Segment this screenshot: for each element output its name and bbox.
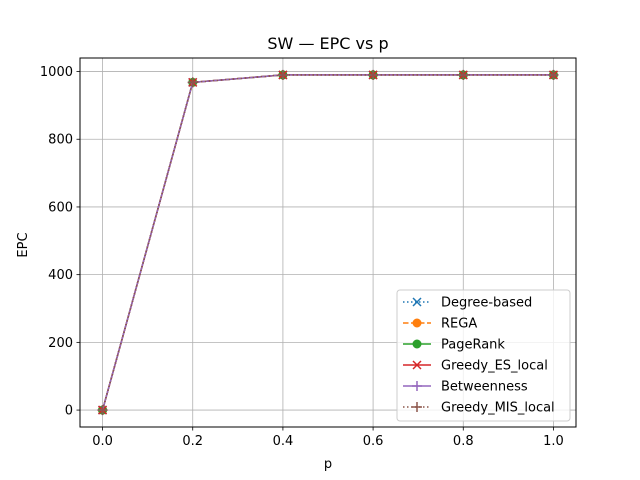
y-tick-label: 600 [48, 200, 73, 215]
x-tick-label: 0.8 [453, 434, 474, 449]
x-tick-label: 0.4 [273, 434, 294, 449]
x-tick-label: 0.0 [92, 434, 113, 449]
data-point-greedy-mis-local [458, 69, 469, 80]
chart-title: SW — EPC vs p [267, 34, 388, 53]
legend-label: Degree-based [441, 296, 532, 311]
legend-marker [412, 402, 422, 412]
axis-ticks: 0.0 0.2 0.4 0.6 0.8 1.0 0 200 400 600 800 1000 [40, 65, 564, 449]
y-tick-label: 800 [48, 133, 73, 148]
data-point-greedy-mis-local [548, 69, 559, 80]
series-greedy-mis-local [97, 69, 559, 416]
data-point-greedy-mis-local [187, 77, 198, 88]
y-tick-label: 1000 [40, 65, 73, 80]
grid [80, 58, 576, 427]
x-tick-label: 1.0 [543, 434, 564, 449]
plot-frame [79, 57, 577, 428]
marker-stroke [412, 297, 422, 307]
legend-label: Greedy_ES_local [441, 359, 548, 374]
legend-label: Greedy_MIS_local [441, 401, 555, 416]
x-axis-label: p [324, 457, 332, 472]
data-point-greedy-mis-local [97, 405, 108, 416]
legend-item-greedy-mis-local: Greedy_MIS_local [403, 401, 555, 416]
y-axis-label: EPC [16, 232, 31, 257]
marker-stroke [412, 360, 422, 370]
legend-item-pagerank: PageRank [403, 338, 505, 353]
x-tick-label: 0.2 [182, 434, 203, 449]
legend-label: PageRank [441, 338, 505, 353]
series-line-betweenness [101, 74, 554, 411]
y-tick-label: 0 [65, 404, 73, 419]
legend-marker [412, 339, 422, 349]
legend-label: Betweenness [441, 380, 528, 395]
y-tick-label: 200 [48, 336, 73, 351]
legend: Degree-based REGA PageRank Greedy_ES_local B… [396, 289, 571, 422]
legend-item-greedy-es-local: Greedy_ES_local [403, 359, 548, 374]
legend-item-degree-based: Degree-based [403, 296, 532, 311]
series-layer [97, 69, 559, 416]
legend-marker [412, 318, 422, 328]
legend-label: REGA [441, 317, 477, 332]
y-tick-label: 400 [48, 268, 73, 283]
legend-box [396, 289, 571, 422]
legend-item-betweenness: Betweenness [403, 380, 528, 395]
legend-marker [412, 297, 422, 307]
legend-marker [412, 360, 422, 370]
data-point-greedy-mis-local [277, 69, 288, 80]
x-tick-label: 0.6 [363, 434, 384, 449]
legend-item-rega: REGA [403, 317, 477, 332]
legend-marker [412, 381, 422, 391]
data-point-greedy-mis-local [368, 69, 379, 80]
